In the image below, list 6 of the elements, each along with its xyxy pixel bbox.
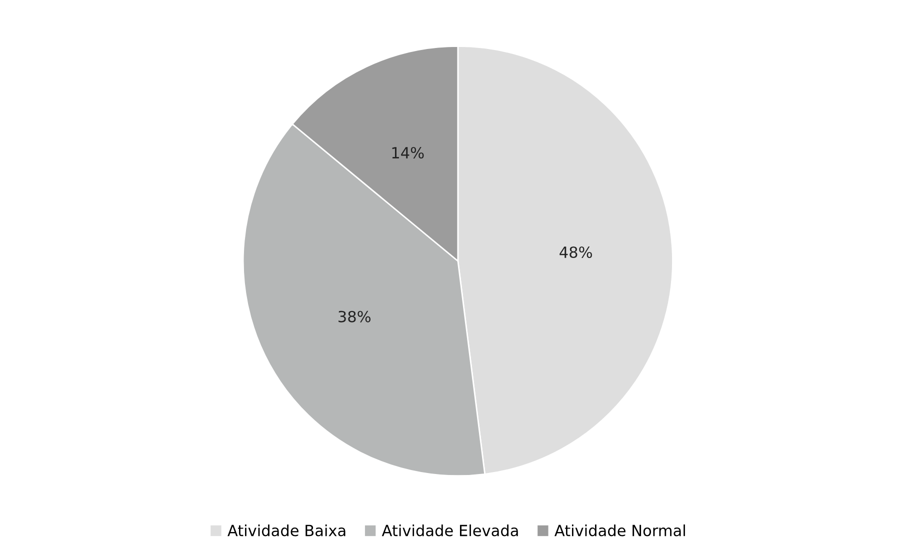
legend-label: Atividade Normal [554,524,685,536]
legend-label: Atividade Baixa [228,524,346,536]
legend-label: Atividade Elevada [382,524,518,536]
data-label: 38% [338,310,371,322]
data-label: 48% [560,246,592,258]
data-label: 14% [392,146,424,159]
